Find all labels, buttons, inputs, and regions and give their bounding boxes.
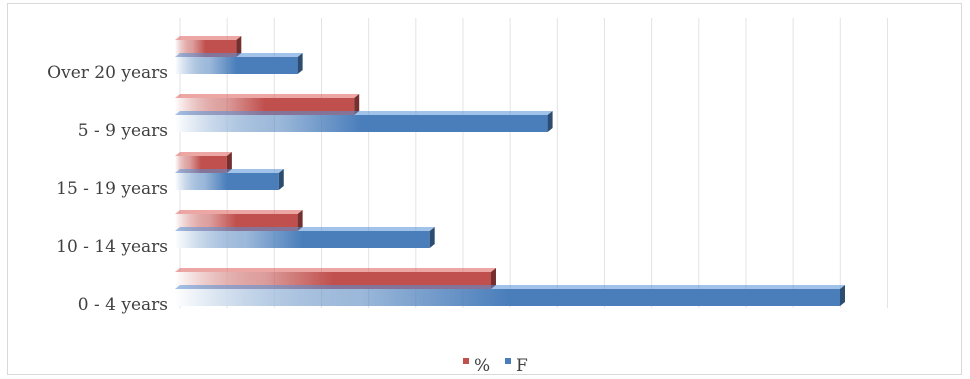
category-labels: 0 - 4 years 10 - 14 years 15 - 19 years 5 -…	[47, 63, 168, 315]
bar-F-1	[175, 227, 435, 248]
bar-F-0	[175, 285, 845, 306]
bar-pct-4	[175, 36, 242, 57]
legend-item: F	[505, 356, 528, 376]
bar-F-3	[175, 111, 553, 132]
category-label: Over 20 years	[47, 63, 168, 83]
legend-label: %	[474, 356, 490, 376]
bar-pct-2	[175, 152, 232, 173]
legend-label: F	[516, 356, 528, 376]
legend-item: %	[463, 356, 490, 376]
legend-swatch	[463, 358, 469, 364]
bars	[175, 36, 845, 306]
bar-F-4	[175, 53, 303, 74]
category-label: 10 - 14 years	[56, 237, 168, 257]
legend-swatch	[505, 358, 511, 364]
bar-pct-0	[175, 268, 496, 289]
gridlines	[179, 18, 888, 308]
category-label: 15 - 19 years	[56, 179, 168, 199]
legend: % F	[463, 356, 528, 376]
bar-pct-3	[175, 94, 360, 115]
bar-F-2	[175, 169, 284, 190]
category-label: 0 - 4 years	[78, 295, 168, 315]
category-label: 5 - 9 years	[78, 121, 168, 141]
chart-frame	[7, 3, 962, 375]
bar-pct-1	[175, 210, 303, 231]
